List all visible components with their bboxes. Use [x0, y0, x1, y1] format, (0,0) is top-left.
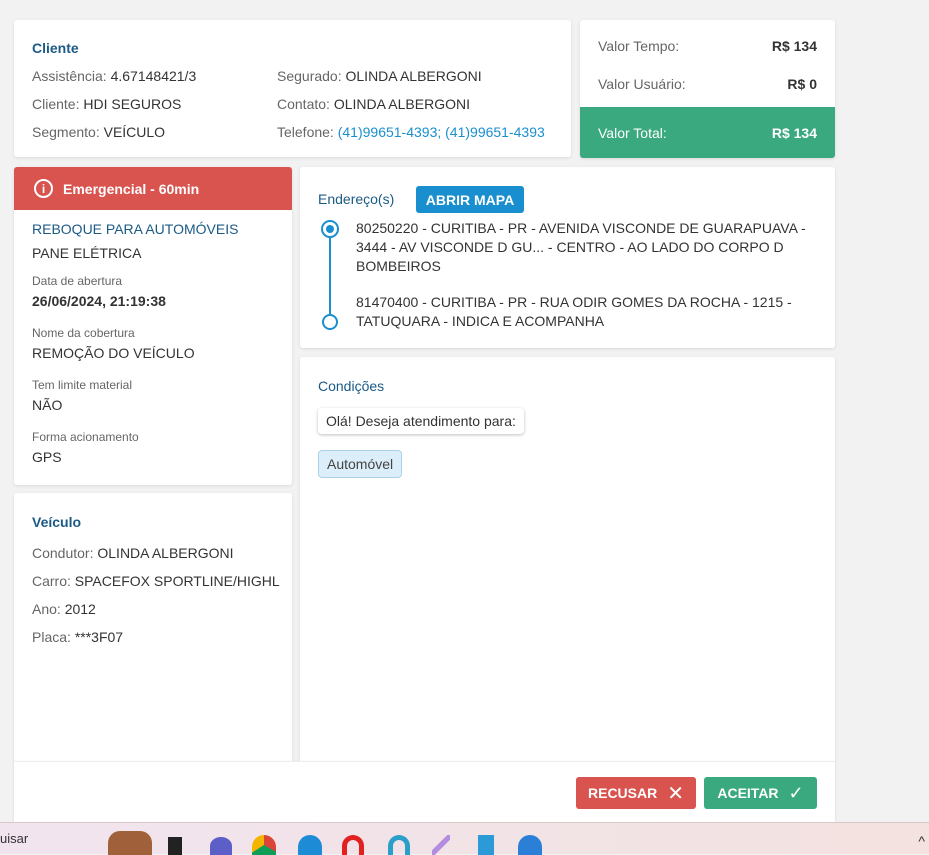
- service-reason: PANE ELÉTRICA: [32, 245, 142, 261]
- cliente: Cliente: HDI SEGUROS: [32, 96, 182, 112]
- question-bubble: Olá! Deseja atendimento para:: [318, 408, 524, 434]
- valor-tempo-label: Valor Tempo:: [598, 38, 680, 54]
- client-title: Cliente: [32, 40, 79, 56]
- segurado: Segurado: OLINDA ALBERGONI: [277, 68, 482, 84]
- service-type: REBOQUE PARA AUTOMÓVEIS: [32, 221, 239, 237]
- forma: GPS: [32, 449, 62, 465]
- teams-icon[interactable]: [210, 837, 232, 855]
- conditions-title: Condições: [318, 378, 385, 394]
- opera-icon[interactable]: [342, 835, 364, 855]
- answer-option[interactable]: Automóvel: [318, 450, 403, 478]
- open-map-button[interactable]: ABRIR MAPA: [416, 186, 524, 213]
- abertura-label: Data de abertura: [32, 274, 123, 288]
- info-icon: i: [34, 179, 53, 198]
- route-line: [329, 238, 331, 314]
- address-title: Endereço(s): [318, 191, 395, 207]
- origin-address: 80250220 - CURITIBA - PR - AVENIDA VISCO…: [356, 220, 806, 274]
- app-icon[interactable]: [388, 835, 410, 855]
- abertura: 26/06/2024, 21:19:38: [32, 293, 166, 309]
- forma-label: Forma acionamento: [32, 430, 139, 444]
- assistencia: Assistência: 4.67148421/3: [32, 68, 197, 84]
- values-card: Valor Tempo: R$ 134 Valor Usuário: R$ 0 …: [580, 20, 835, 158]
- condutor: Condutor: OLINDA ALBERGONI: [32, 545, 234, 561]
- ano: Ano: 2012: [32, 601, 96, 617]
- taskbar-search[interactable]: uisar: [0, 831, 29, 846]
- telefone: Telefone: (41)99651-4393; (41)99651-4393: [277, 124, 545, 140]
- client-card: Cliente Assistência: 4.67148421/3 Client…: [14, 20, 571, 157]
- notepad-icon[interactable]: [478, 835, 494, 855]
- feather-icon[interactable]: [432, 835, 450, 855]
- destination-marker-icon: [322, 314, 338, 330]
- service-card: i Emergencial - 60min REBOQUE PARA AUTOM…: [14, 167, 292, 485]
- cobertura: REMOÇÃO DO VEÍCULO: [32, 345, 195, 361]
- placa: Placa: ***3F07: [32, 629, 124, 645]
- task-view-icon[interactable]: [168, 837, 182, 855]
- valor-usuario-label: Valor Usuário:: [598, 76, 686, 92]
- widget-icon[interactable]: [108, 831, 152, 855]
- cobertura-label: Nome da cobertura: [32, 326, 135, 340]
- telefone-link[interactable]: (41)99651-4393; (41)99651-4393: [337, 124, 545, 140]
- valor-total: R$ 134: [771, 125, 817, 141]
- reject-button[interactable]: RECUSAR ✕: [576, 777, 696, 809]
- segmento: Segmento: VEÍCULO: [32, 124, 166, 140]
- vehicle-title: Veículo: [32, 514, 82, 530]
- carro: Carro: SPACEFOX SPORTLINE/HIGHL: [32, 573, 280, 589]
- conditions-card: Condições Olá! Deseja atendimento para: …: [300, 357, 835, 763]
- chrome-icon[interactable]: [252, 835, 276, 855]
- vehicle-card: Veículo Condutor: OLINDA ALBERGONI Carro…: [14, 493, 292, 763]
- phone-app-icon[interactable]: [518, 835, 542, 855]
- valor-total-label: Valor Total:: [598, 125, 667, 141]
- address-card: Endereço(s) ABRIR MAPA 80250220 - CURITI…: [300, 167, 835, 348]
- edge-icon[interactable]: [298, 835, 322, 855]
- footer-bar: RECUSAR ✕ ACEITAR ✓: [14, 761, 835, 822]
- origin-marker-icon: [321, 220, 339, 238]
- valor-usuario: R$ 0: [787, 76, 817, 92]
- limite-label: Tem limite material: [32, 378, 133, 392]
- close-icon: ✕: [667, 782, 684, 805]
- check-icon: ✓: [788, 782, 804, 803]
- emergency-badge: i Emergencial - 60min: [14, 167, 292, 210]
- contato: Contato: OLINDA ALBERGONI: [277, 96, 470, 112]
- destination-address: 81470400 - CURITIBA - PR - RUA ODIR GOME…: [356, 294, 792, 329]
- chevron-up-icon[interactable]: ^: [918, 833, 925, 849]
- accept-button[interactable]: ACEITAR ✓: [704, 777, 817, 809]
- limite: NÃO: [32, 397, 63, 413]
- total-bar: Valor Total: R$ 134: [580, 107, 835, 158]
- taskbar: uisar ^: [0, 822, 929, 855]
- valor-tempo: R$ 134: [771, 38, 817, 54]
